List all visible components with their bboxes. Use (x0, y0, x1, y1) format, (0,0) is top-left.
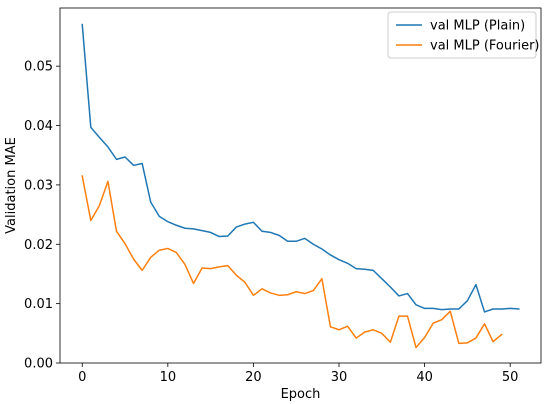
axes-frame (59, 7, 542, 364)
x-tick-label: 30 (331, 370, 348, 385)
legend: val MLP (Plain) val MLP (Fourier) (387, 11, 539, 59)
y-tick-label: 0.02 (24, 238, 53, 253)
y-tick-label: 0.04 (24, 119, 53, 134)
y-tick-label: 0.03 (24, 178, 53, 193)
y-tick-label: 0.05 (24, 60, 53, 75)
series-line-0 (81, 23, 520, 313)
legend-label-1: val MLP (Fourier) (430, 39, 539, 54)
series-line-1 (81, 175, 503, 349)
x-tick-label: 40 (416, 370, 433, 385)
x-tick-label: 0 (78, 370, 86, 385)
legend-box (387, 11, 537, 59)
x-tick-label: 50 (502, 370, 519, 385)
legend-label-0: val MLP (Plain) (430, 19, 525, 34)
y-tick-label: 0.00 (24, 357, 53, 372)
y-axis-label: Validation MAE (4, 137, 19, 234)
x-axis-label: Epoch (281, 387, 321, 402)
axes: 0 10 20 30 40 50 0.00 0.01 0.02 0.03 0.04 0.05 (24, 7, 542, 385)
y-tick-label: 0.01 (24, 297, 53, 312)
x-tick-label: 20 (245, 370, 262, 385)
x-tick-label: 10 (160, 370, 177, 385)
plot-area (81, 23, 520, 349)
